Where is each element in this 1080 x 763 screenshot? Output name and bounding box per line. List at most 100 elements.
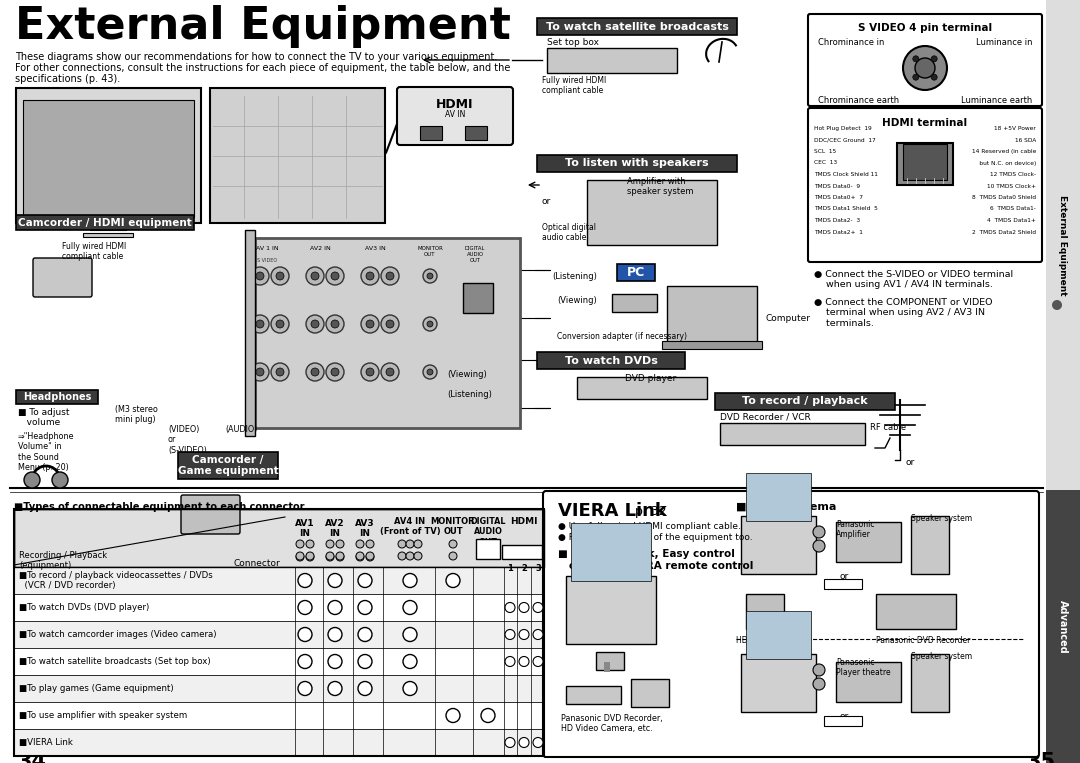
Text: For other connections, consult the instructions for each piece of equipment, the: For other connections, consult the instr…	[15, 63, 511, 73]
Text: Connector: Connector	[233, 559, 280, 568]
Text: ■ To adjust
   volume: ■ To adjust volume	[18, 408, 69, 427]
Text: DIGITAL
AUDIO
OUT: DIGITAL AUDIO OUT	[464, 246, 485, 262]
Circle shape	[813, 678, 825, 690]
Text: ■ Home Cinema: ■ Home Cinema	[735, 502, 836, 512]
Text: S VIDEO: S VIDEO	[257, 258, 278, 263]
Text: To record / playback: To record / playback	[742, 397, 868, 407]
Text: (Viewing): (Viewing)	[447, 370, 487, 379]
Text: p. 32: p. 32	[631, 505, 666, 518]
Bar	[631, 679, 669, 707]
Bar	[912, 516, 949, 574]
Text: 6  TMDS Data1-: 6 TMDS Data1-	[990, 207, 1036, 211]
Circle shape	[271, 363, 289, 381]
Bar	[83, 233, 133, 237]
Circle shape	[296, 553, 303, 561]
Text: (AUDIO): (AUDIO)	[225, 425, 257, 434]
Text: TMDS Clock Shield 11: TMDS Clock Shield 11	[814, 172, 878, 177]
Text: HDMI: HDMI	[510, 517, 538, 526]
Circle shape	[251, 267, 269, 285]
Bar	[824, 579, 862, 589]
Bar	[14, 509, 544, 567]
Text: ■VIERA Link: ■VIERA Link	[19, 738, 72, 747]
Text: AV IN: AV IN	[445, 110, 465, 119]
Bar	[16, 88, 201, 223]
Text: DIGITAL
AUDIO
OUT: DIGITAL AUDIO OUT	[470, 517, 505, 547]
FancyBboxPatch shape	[808, 14, 1042, 106]
Text: 8  TMDS Data0 Shield: 8 TMDS Data0 Shield	[972, 195, 1036, 200]
Circle shape	[330, 320, 339, 328]
Circle shape	[330, 272, 339, 280]
Text: or: or	[839, 572, 849, 581]
Circle shape	[403, 574, 417, 588]
Circle shape	[361, 315, 379, 333]
Text: AV3 IN: AV3 IN	[365, 246, 386, 251]
Circle shape	[534, 603, 543, 613]
Circle shape	[271, 267, 289, 285]
Bar	[14, 621, 544, 648]
Bar	[14, 648, 544, 675]
Bar	[14, 509, 544, 756]
Circle shape	[276, 320, 284, 328]
Circle shape	[931, 56, 937, 62]
Circle shape	[813, 540, 825, 552]
Text: Fully wired HDMI
compliant cable: Fully wired HDMI compliant cable	[62, 242, 126, 262]
Circle shape	[534, 629, 543, 639]
Text: Camcorder /
Game equipment: Camcorder / Game equipment	[177, 455, 279, 476]
Text: ● Connect the S-VIDEO or VIDEO terminal
    when using AV1 / AV4 IN terminals.: ● Connect the S-VIDEO or VIDEO terminal …	[814, 270, 1013, 289]
Circle shape	[913, 56, 919, 62]
Circle shape	[306, 553, 314, 561]
Circle shape	[328, 600, 342, 614]
Text: DVD player: DVD player	[625, 374, 676, 383]
Circle shape	[427, 369, 433, 375]
Circle shape	[298, 627, 312, 642]
Circle shape	[328, 681, 342, 696]
Text: Set top box: Set top box	[546, 38, 599, 47]
Circle shape	[366, 320, 374, 328]
Circle shape	[328, 627, 342, 642]
Bar	[566, 576, 656, 644]
Text: HDMI terminal: HDMI terminal	[882, 118, 968, 128]
Text: 2: 2	[521, 564, 527, 573]
Circle shape	[361, 363, 379, 381]
Text: TMDS Data0-  9: TMDS Data0- 9	[814, 183, 860, 188]
Circle shape	[427, 321, 433, 327]
Text: Chrominance earth: Chrominance earth	[818, 96, 900, 105]
Bar	[715, 393, 895, 410]
Text: ■To watch DVDs (DVD player): ■To watch DVDs (DVD player)	[19, 603, 149, 612]
Circle shape	[356, 553, 364, 561]
Circle shape	[414, 540, 422, 548]
Text: or: or	[839, 712, 849, 721]
FancyBboxPatch shape	[543, 491, 1039, 757]
Circle shape	[505, 629, 515, 639]
Circle shape	[446, 574, 460, 588]
Bar	[16, 215, 194, 230]
Circle shape	[356, 552, 364, 560]
Text: Conversion adapter (if necessary): Conversion adapter (if necessary)	[557, 332, 687, 341]
Circle shape	[366, 553, 374, 561]
Circle shape	[336, 540, 345, 548]
Text: (Listening): (Listening)	[552, 272, 597, 281]
Bar	[617, 264, 654, 281]
Circle shape	[414, 552, 422, 560]
Circle shape	[326, 552, 334, 560]
Circle shape	[366, 368, 374, 376]
Text: VIERA: VIERA	[98, 221, 118, 227]
Bar	[897, 143, 953, 185]
Text: Panasonic DVD Recorder,
HD Video Camera, etc.: Panasonic DVD Recorder, HD Video Camera,…	[561, 714, 663, 733]
Text: Luminance earth: Luminance earth	[961, 96, 1032, 105]
Circle shape	[306, 267, 324, 285]
Text: ■To watch satellite broadcasts (Set top box): ■To watch satellite broadcasts (Set top …	[19, 657, 211, 666]
Text: Chrominance in: Chrominance in	[818, 38, 885, 47]
Bar	[16, 390, 98, 404]
Circle shape	[298, 681, 312, 696]
Text: AV1
IN: AV1 IN	[295, 519, 314, 539]
Text: CEC  13: CEC 13	[814, 160, 837, 166]
Circle shape	[381, 315, 399, 333]
Text: (M3 stereo
mini plug): (M3 stereo mini plug)	[114, 405, 158, 424]
Circle shape	[276, 368, 284, 376]
Text: DDC/CEC Ground  17: DDC/CEC Ground 17	[814, 137, 876, 143]
Text: 1: 1	[508, 564, 513, 573]
Text: ● Connect the COMPONENT or VIDEO
    terminal when using AV2 / AV3 IN
    termin: ● Connect the COMPONENT or VIDEO termina…	[814, 298, 993, 328]
Circle shape	[52, 472, 68, 488]
Circle shape	[328, 574, 342, 588]
